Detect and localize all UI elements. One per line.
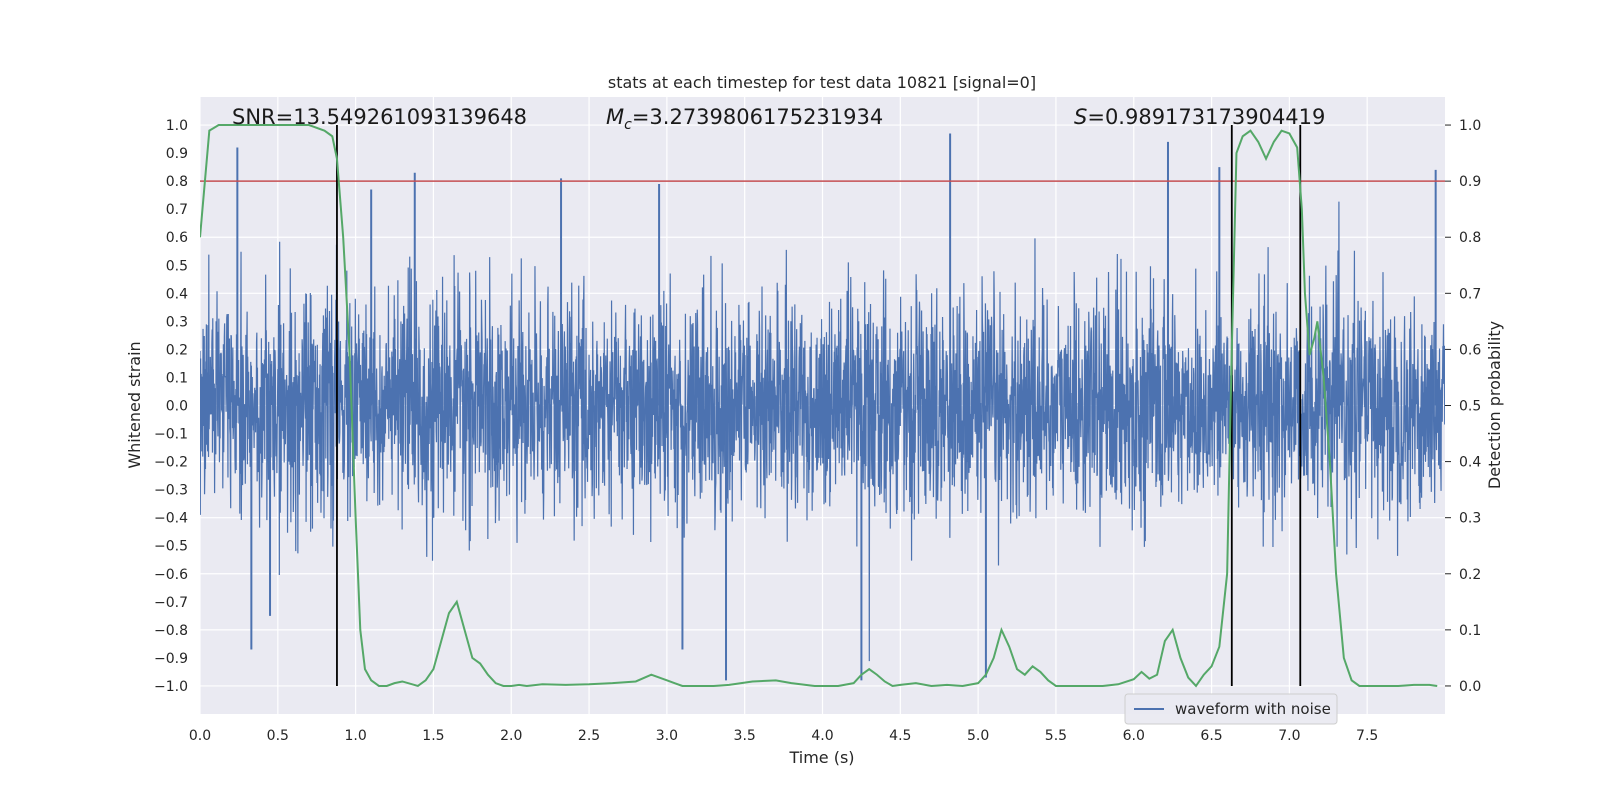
s-annotation: S=0.989173173904419 [1074,105,1325,129]
y-tick-label: −0.1 [154,427,188,443]
legend: waveform with noise [1124,693,1338,725]
y-tick-label: 1.0 [166,118,188,134]
y2-tick-label: 1.0 [1459,118,1481,134]
x-tick-label: 0.5 [267,728,289,744]
snr-annotation: SNR=13.549261093139648 [232,105,527,129]
y2-tick-label: 0.9 [1459,174,1481,190]
y-tick-label: −0.6 [154,567,188,583]
probability-series-layer [200,124,1445,688]
y2-tick-label: 0.6 [1459,342,1481,358]
x-tick-label: 1.5 [422,728,444,744]
s-symbol: S [1074,105,1087,129]
s-value: =0.989173173904419 [1087,105,1325,129]
x-tick-label: 5.0 [967,728,989,744]
x-tick-label: 1.0 [344,728,366,744]
y2-tick-label: 0.7 [1459,286,1481,302]
x-tick-label: 6.0 [1123,728,1145,744]
x-tick-label: 3.5 [734,728,756,744]
y-tick-label: −0.2 [154,455,188,471]
y2-tick-label: 0.8 [1459,230,1481,246]
y2-tick-label: 0.0 [1459,679,1481,695]
y-tick-label: 0.9 [166,146,188,162]
y-tick-label: 0.2 [166,342,188,358]
strain-series-line [200,201,1445,662]
y-tick-label: 0.1 [166,370,188,386]
x-tick-label: 7.5 [1356,728,1378,744]
y2-tick-label: 0.3 [1459,511,1481,527]
y-tick-label: 0.0 [166,399,188,415]
y-tick-label: 0.3 [166,314,188,330]
legend-box [1124,693,1338,725]
y-tick-label: 0.8 [166,174,188,190]
y-axis-label: Whitened strain [125,341,144,468]
y-tick-label: 0.4 [166,286,188,302]
x-tick-labels: 0.0 0.5 1.0 1.5 2.0 2.5 3.0 3.5 4.0 4.5 5.0 5.5 6.0 6… [189,728,1378,744]
y-tick-label: −0.4 [154,511,188,527]
y-tick-label: −0.8 [154,623,188,639]
x-tick-label: 2.5 [578,728,600,744]
x-axis-label: Time (s) [788,748,854,767]
chirp-mass-value: =3.2739806175231934 [632,105,883,129]
y2-axis-label: Detection probability [1485,321,1504,489]
x-tick-label: 5.5 [1045,728,1067,744]
x-tick-label: 2.0 [500,728,522,744]
y-tick-label: 0.5 [166,258,188,274]
probability-series-line [200,124,1438,688]
chirp-mass-symbol: M [606,105,624,129]
y-tick-labels: 1.0 0.9 0.8 0.7 0.6 0.5 0.4 0.3 0.2 0.1 0.0 −0.1 −0.… [154,118,188,695]
y-tick-label: −0.5 [154,539,188,555]
y-tick-label: −0.7 [154,595,188,611]
x-tick-label: 3.0 [656,728,678,744]
y2-tick-label: 0.5 [1459,399,1481,415]
y-tick-label: −1.0 [154,679,188,695]
y-tick-label: −0.3 [154,483,188,499]
chart-title: stats at each timestep for test data 108… [608,73,1036,92]
y2-tick-label: 0.1 [1459,623,1481,639]
chirp-mass-subscript: c [624,117,632,133]
x-tick-label: 4.5 [889,728,911,744]
y2-tick-labels: 1.0 0.9 0.8 0.7 0.6 0.5 0.4 0.3 0.2 0.1 0.0 [1445,118,1481,695]
y-tick-label: 0.6 [166,230,188,246]
x-tick-label: 7.0 [1278,728,1300,744]
x-tick-label: 0.0 [189,728,211,744]
x-tick-label: 4.0 [811,728,833,744]
y2-tick-label: 0.2 [1459,567,1481,583]
strain-series-layer [200,133,1445,681]
x-tick-label: 6.5 [1200,728,1222,744]
y-tick-label: 0.7 [166,202,188,218]
y-tick-label: −0.9 [154,651,188,667]
legend-label: waveform with noise [1175,700,1331,718]
y2-tick-label: 0.4 [1459,455,1481,471]
chirp-mass-annotation: Mc=3.2739806175231934 [606,105,883,133]
